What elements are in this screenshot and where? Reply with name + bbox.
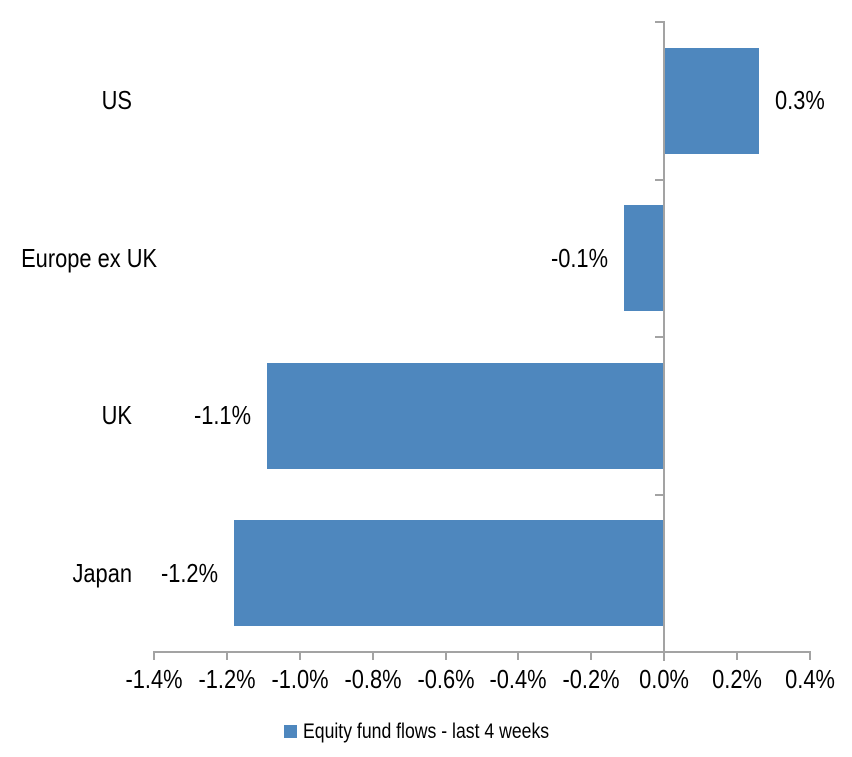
bar-us [665, 48, 759, 154]
x-axis-line [153, 651, 811, 653]
x-tick-label: -0.8% [344, 664, 402, 694]
category-boundary-tick [655, 336, 663, 338]
zero-axis-line [663, 21, 665, 661]
category-boundary-tick [655, 179, 663, 181]
x-tick-mark [153, 652, 155, 660]
category-label-japan: Japan [72, 558, 132, 588]
x-tick-label: -0.4% [489, 664, 547, 694]
x-tick-mark [299, 652, 301, 660]
x-tick-mark [809, 652, 811, 660]
data-label-japan: -1.2% [160, 558, 218, 588]
category-label-uk: UK [101, 400, 132, 430]
x-tick-label: -1.4% [125, 664, 183, 694]
x-tick-label: 0.0% [639, 664, 689, 694]
bar-europe-ex-uk [624, 205, 663, 311]
category-boundary-tick [655, 494, 663, 496]
bar-uk [267, 363, 663, 469]
data-label-uk: -1.1% [193, 400, 251, 430]
x-tick-mark [663, 652, 665, 660]
legend-marker-square [284, 725, 297, 738]
x-tick-mark [517, 652, 519, 660]
data-label-us: 0.3% [775, 85, 825, 115]
category-label-europe-ex-uk: Europe ex UK [21, 243, 158, 273]
category-label-us: US [101, 85, 132, 115]
x-tick-label: -1.2% [198, 664, 256, 694]
x-tick-label: -0.6% [417, 664, 475, 694]
x-tick-label: 0.2% [712, 664, 762, 694]
x-tick-mark [372, 652, 374, 660]
x-tick-mark [736, 652, 738, 660]
legend-label: Equity fund flows - last 4 weeks [303, 720, 550, 743]
x-tick-mark [590, 652, 592, 660]
x-tick-mark [226, 652, 228, 660]
x-tick-mark [445, 652, 447, 660]
x-tick-label: 0.4% [785, 664, 835, 694]
x-tick-label: -0.2% [562, 664, 620, 694]
category-boundary-tick [655, 21, 663, 23]
bar-japan [234, 520, 663, 626]
x-tick-label: -1.0% [271, 664, 329, 694]
data-label-europe-ex-uk: -0.1% [550, 243, 608, 273]
